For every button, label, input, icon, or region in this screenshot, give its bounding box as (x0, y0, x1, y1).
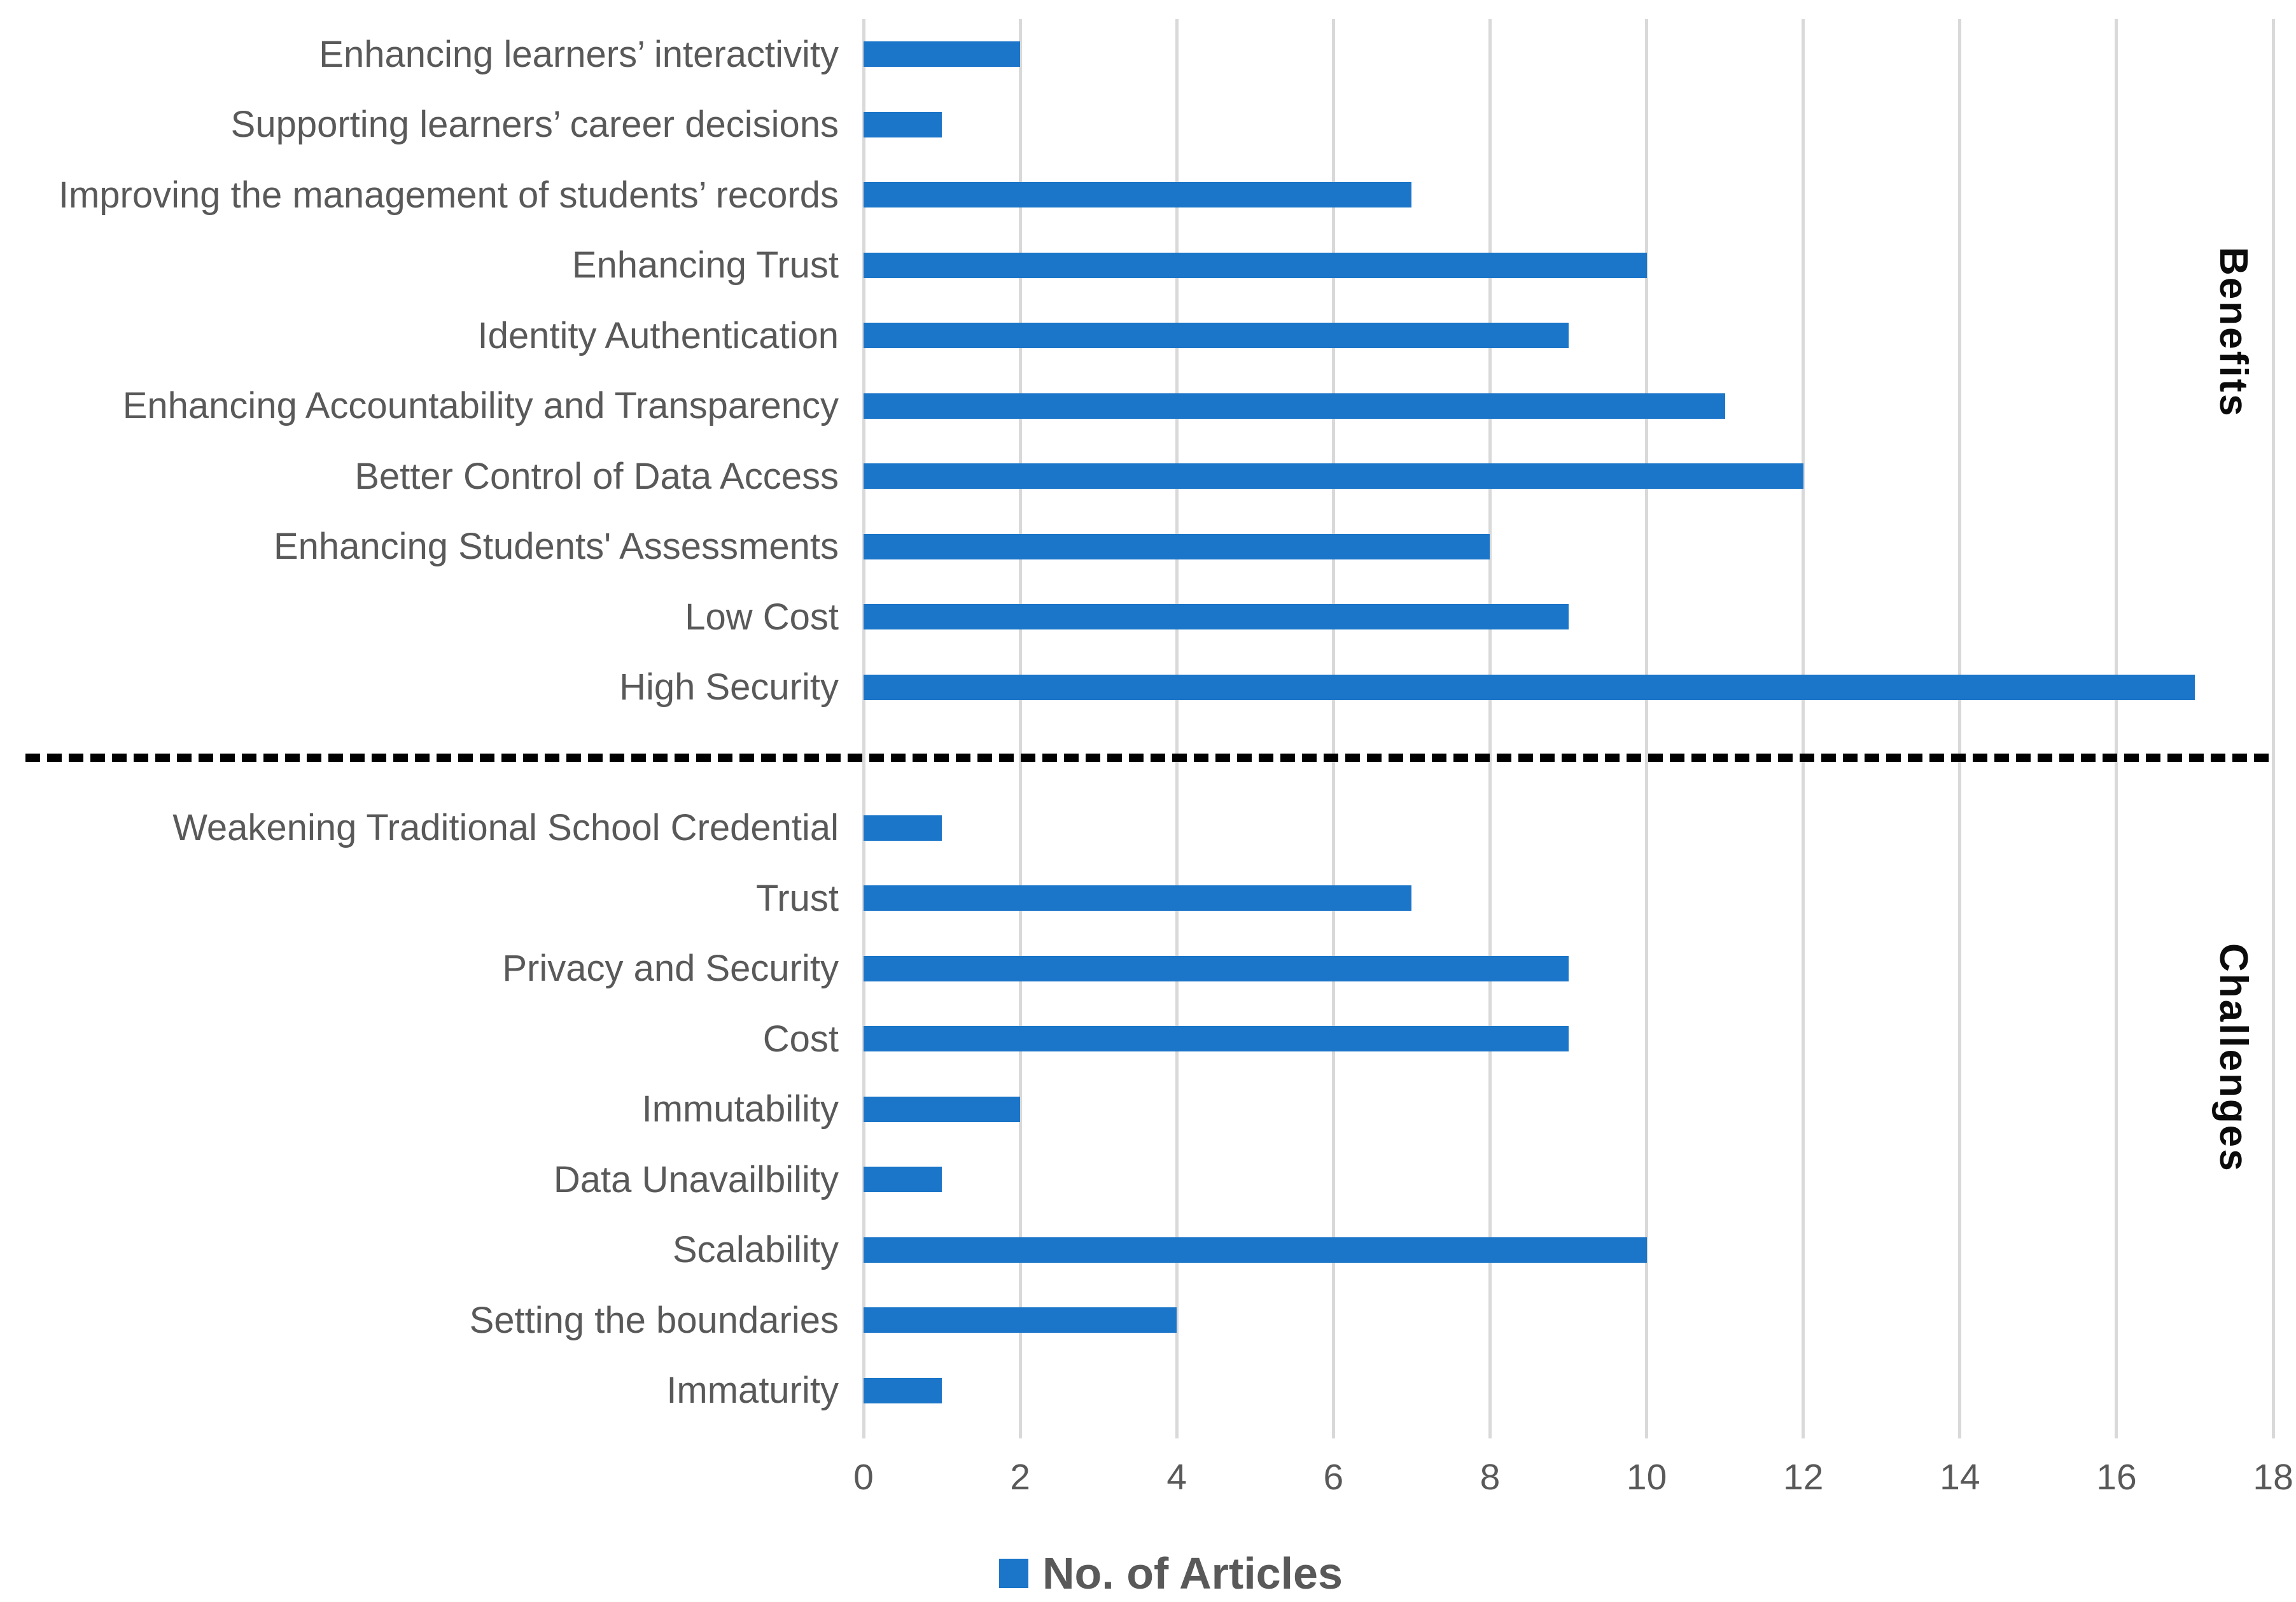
x-axis-tick-label-18: 18 (2253, 1457, 2293, 1498)
tick-mark-x-14 (1958, 1426, 1962, 1438)
x-axis-tick-label-6: 6 (1323, 1457, 1344, 1498)
gridline-x-0 (862, 19, 865, 1426)
bar (864, 955, 1569, 981)
bar (864, 1237, 1647, 1263)
bar (864, 393, 1725, 419)
category-label: Cost (762, 1018, 839, 1060)
bar (864, 1307, 1177, 1333)
gridline-x-4 (1175, 19, 1179, 1426)
gridline-x-16 (2115, 19, 2118, 1426)
bar (864, 111, 942, 137)
category-label: Identity Authentication (477, 314, 839, 356)
x-axis-tick-label-0: 0 (853, 1457, 874, 1498)
gridline-x-6 (1331, 19, 1335, 1426)
x-axis-tick-label-10: 10 (1626, 1457, 1667, 1498)
category-label: Enhancing Students' Assessments (273, 526, 839, 568)
category-label: Scalability (672, 1229, 839, 1271)
tick-mark-x-4 (1175, 1426, 1179, 1438)
bar (864, 323, 1569, 349)
bar (864, 1026, 1569, 1052)
legend-color-swatch-icon (999, 1559, 1028, 1588)
section-label-benefits: Benefits (2211, 247, 2255, 418)
legend-series-label: No. of Articles (1042, 1549, 1343, 1598)
tick-mark-x-18 (2271, 1426, 2275, 1438)
bar (864, 674, 2195, 700)
tick-mark-x-6 (1331, 1426, 1335, 1438)
category-label: Better Control of Data Access (354, 455, 839, 497)
bar (864, 463, 1803, 489)
bar (864, 1096, 1021, 1122)
category-label: Weakening Traditional School Credential (172, 807, 839, 849)
bar (864, 604, 1569, 630)
gridline-x-12 (1802, 19, 1805, 1426)
gridline-x-14 (1958, 19, 1962, 1426)
tick-mark-x-16 (2115, 1426, 2118, 1438)
category-label: Immutability (641, 1088, 839, 1130)
bar (864, 1377, 942, 1403)
bar (864, 182, 1412, 208)
category-label: Enhancing Accountability and Transparenc… (122, 385, 839, 427)
bar (864, 815, 942, 841)
category-label: High Security (619, 666, 839, 708)
tick-mark-x-10 (1645, 1426, 1649, 1438)
bar (864, 1167, 942, 1193)
section-separator-dashed-line (25, 753, 2276, 762)
x-axis-tick-label-2: 2 (1010, 1457, 1030, 1498)
x-axis-tick-label-8: 8 (1480, 1457, 1501, 1498)
tick-mark-x-2 (1018, 1426, 1022, 1438)
category-label: Supporting learners’ career decisions (230, 104, 839, 146)
legend: No. of Articles (999, 1548, 1343, 1599)
category-label: Enhancing learners’ interactivity (319, 33, 839, 75)
category-label: Low Cost (685, 596, 839, 638)
x-axis-tick-label-14: 14 (1940, 1457, 1980, 1498)
tick-mark-x-8 (1488, 1426, 1492, 1438)
x-axis-tick-label-4: 4 (1166, 1457, 1187, 1498)
gridline-x-10 (1645, 19, 1649, 1426)
bar (864, 252, 1647, 278)
bar (864, 41, 1021, 67)
category-label: Enhancing Trust (571, 244, 839, 286)
category-label: Privacy and Security (502, 948, 839, 990)
gridline-x-8 (1488, 19, 1492, 1426)
category-label: Trust (756, 877, 839, 919)
section-label-challenges: Challenges (2211, 943, 2255, 1173)
tick-mark-x-0 (862, 1426, 865, 1438)
x-axis-tick-label-12: 12 (1783, 1457, 1824, 1498)
gridline-x-2 (1018, 19, 1022, 1426)
tick-mark-x-12 (1802, 1426, 1805, 1438)
category-label: Setting the boundaries (469, 1299, 839, 1341)
category-label: Immaturity (666, 1370, 839, 1412)
gridline-x-18 (2271, 19, 2275, 1426)
x-axis-tick-label-16: 16 (2096, 1457, 2137, 1498)
bar (864, 885, 1412, 911)
bar (864, 533, 1490, 559)
category-label: Data Unavailbility (553, 1158, 839, 1200)
plot-area (862, 19, 2275, 1426)
category-label: Improving the management of students’ re… (58, 174, 839, 216)
